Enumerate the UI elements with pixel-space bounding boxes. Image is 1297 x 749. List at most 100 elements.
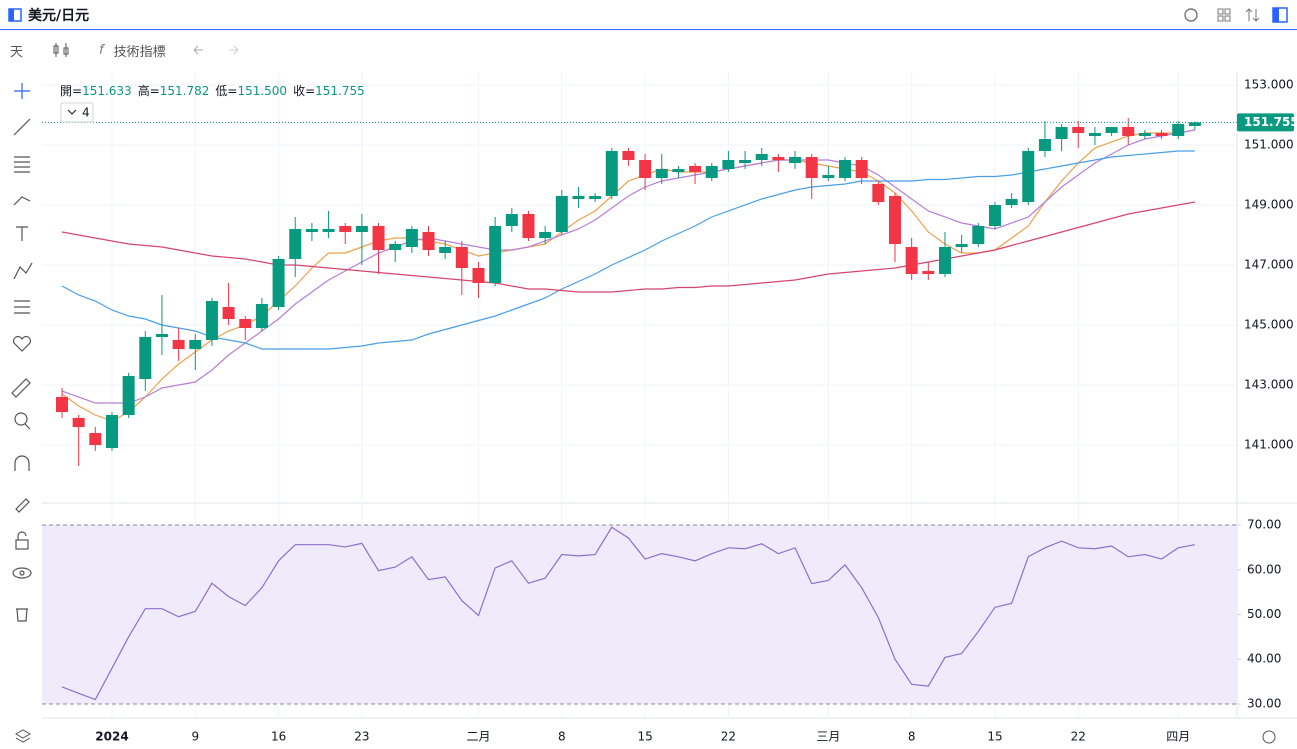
x-tick-label: 22 <box>721 730 736 744</box>
candle-body <box>439 246 452 253</box>
y-tick-label: 151.000 <box>1244 137 1294 151</box>
candle-body <box>1138 132 1151 136</box>
candle-body <box>222 307 235 320</box>
candle-body <box>272 258 285 308</box>
candle-body <box>1038 138 1051 151</box>
candle-body <box>839 159 852 178</box>
rsi-line <box>61 526 1195 701</box>
x-tick-label: 9 <box>191 730 199 744</box>
candle-body <box>155 334 168 338</box>
chevron <box>67 109 77 115</box>
candle-body <box>755 153 768 160</box>
y-tick-label: 141.000 <box>1244 438 1294 452</box>
x-tick-label: 三月 <box>816 730 840 744</box>
candle-body <box>372 225 385 250</box>
candle-body <box>772 156 785 160</box>
candle-body <box>855 159 868 178</box>
chart-type-button[interactable] <box>51 40 71 60</box>
x-tick-label: 15 <box>637 730 652 744</box>
candle-body <box>1172 123 1185 136</box>
candle-body <box>789 156 802 163</box>
candle-body <box>1022 150 1035 202</box>
candle-body <box>305 228 318 232</box>
candle-body <box>589 195 602 199</box>
candle-body <box>955 243 968 247</box>
candle-body <box>639 159 652 178</box>
ohlc-key: 收= <box>293 84 315 98</box>
candle-body <box>689 165 702 172</box>
y-tick-label: 50.00 <box>1247 607 1281 621</box>
candle-body <box>405 228 418 247</box>
candle-body <box>355 225 368 232</box>
candle-body <box>972 225 985 244</box>
candle-body <box>572 195 585 199</box>
candle-body <box>339 225 352 232</box>
settings-icon[interactable] <box>1262 730 1276 744</box>
candle-body <box>389 243 402 250</box>
y-tick-label: 147.000 <box>1244 257 1294 271</box>
candle-body <box>1088 132 1101 136</box>
symbol-icon <box>8 7 22 22</box>
candle-body <box>872 183 885 202</box>
candle-body <box>1122 126 1135 136</box>
candle-body <box>189 340 202 350</box>
candle-body <box>889 195 901 244</box>
candle-body <box>622 150 635 160</box>
ohlc-legend: 開=151.633 高=151.782 低=151.500 收=151.755 <box>60 83 365 98</box>
y-tick-label: 70.00 <box>1247 518 1281 532</box>
candle-body <box>822 174 835 178</box>
y-tick-label: 143.000 <box>1244 378 1294 392</box>
candle-body <box>555 195 568 232</box>
x-tick-label: 23 <box>354 730 369 744</box>
candle-body <box>422 231 435 250</box>
x-tick-label: 2024 <box>95 730 128 744</box>
toolbar: 天 f 技術指標 <box>0 30 1297 70</box>
x-tick-label: 四月 <box>1166 730 1190 744</box>
candle-body <box>905 246 918 274</box>
candle-body <box>522 213 535 238</box>
candle-body <box>705 165 718 178</box>
candle-body <box>455 246 468 268</box>
y-tick-label: 60.00 <box>1247 562 1281 576</box>
interval-button[interactable]: 天 <box>10 44 24 60</box>
candle-body <box>489 225 502 283</box>
y-tick-label: 149.000 <box>1244 197 1294 211</box>
candle-body <box>472 267 485 283</box>
y-tick-label: 153.000 <box>1244 77 1294 91</box>
ohlc-key: 高= <box>138 83 160 98</box>
indicator-toggle[interactable] <box>60 102 94 123</box>
candle-body <box>1188 122 1201 127</box>
moving-average-line <box>61 201 1195 293</box>
last-price-label: 151.755 <box>1244 115 1297 129</box>
top-bar: 美元/日元 <box>0 0 1297 30</box>
y-tick-label: 145.000 <box>1244 318 1294 332</box>
candle-body <box>1105 126 1118 133</box>
y-tick-label: 30.00 <box>1247 696 1281 710</box>
rsi-band <box>42 525 1237 704</box>
candle-body <box>56 397 68 413</box>
candle-body <box>805 156 818 178</box>
candle-body <box>1072 126 1085 133</box>
candle-body <box>922 270 935 274</box>
ohlc-value: 151.500 <box>237 84 287 98</box>
candle-body <box>105 415 118 449</box>
window-icons[interactable] <box>1181 5 1291 25</box>
candle-body <box>122 376 135 416</box>
candle-body <box>239 319 252 329</box>
indicators-button[interactable]: 技術指標 <box>113 44 166 60</box>
x-tick-label: 15 <box>987 730 1002 744</box>
candle-body <box>322 228 335 232</box>
candle-body <box>205 301 218 341</box>
candle-body <box>1005 198 1018 205</box>
undo-redo[interactable] <box>186 40 246 60</box>
candle-body <box>722 159 735 169</box>
x-tick-label: 8 <box>908 730 916 744</box>
candle-body <box>539 231 552 238</box>
ohlc-value: 151.782 <box>160 84 210 98</box>
candle-body <box>739 159 752 163</box>
moving-average-line <box>61 129 1195 422</box>
candle-body <box>938 246 951 274</box>
candle-body <box>988 204 1001 226</box>
